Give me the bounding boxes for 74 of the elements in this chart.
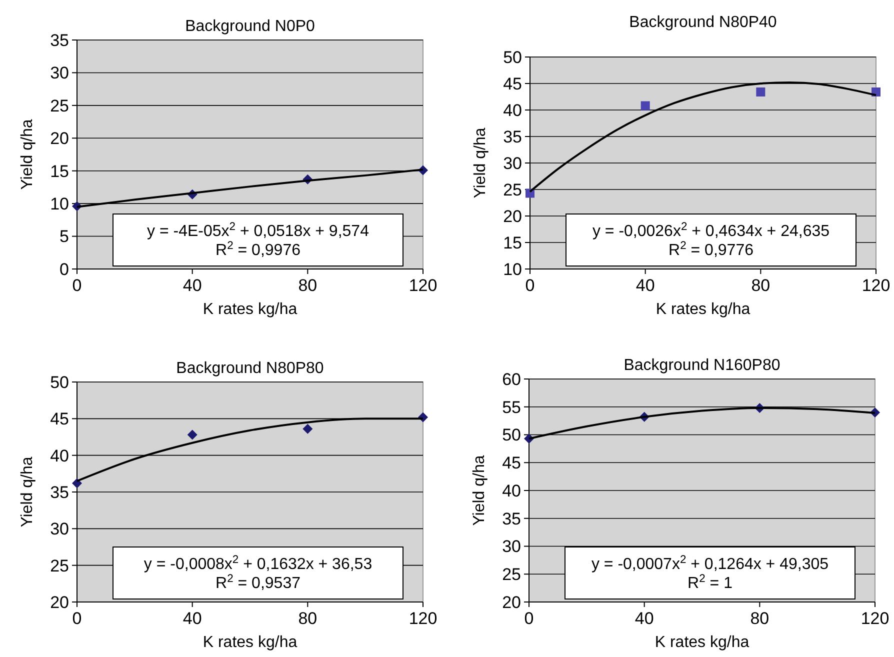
y-tick-label: 40	[503, 100, 522, 120]
y-axis-title: Yield q/ha	[471, 455, 488, 526]
annotation: y = -0,0007x$^{2}$ + 0,1264x + 49,305	[591, 554, 829, 573]
y-tick-label: 45	[503, 74, 522, 94]
x-tick-label: 80	[298, 609, 318, 628]
x-tick-label: 80	[750, 609, 770, 628]
y-tick-label: 30	[50, 520, 69, 539]
y-tick-label: 15	[503, 233, 522, 252]
annotation: R$^{2}$ = 0,9776	[668, 240, 754, 259]
x-tick-label: 40	[636, 276, 655, 295]
chart-title: Background N160P80	[624, 357, 780, 374]
x-tick-label: 0	[72, 609, 82, 628]
y-tick-label: 20	[502, 592, 521, 612]
x-tick-label: 80	[751, 276, 770, 295]
point	[187, 430, 198, 440]
y-tick-label: 30	[502, 537, 521, 556]
x-tick-label: 120	[860, 609, 890, 628]
y-tick-label: 30	[503, 154, 522, 173]
y-tick-label: 35	[503, 127, 522, 146]
y-tick-label: 50	[50, 372, 69, 392]
y-tick-label: 25	[503, 180, 522, 200]
annotation: R$^{2}$ = 0,9976	[216, 240, 301, 259]
x-tick-label: 0	[525, 276, 535, 295]
y-axis-title: Yield q/ha	[19, 119, 36, 190]
x-axis-title: K rates kg/ha	[654, 634, 750, 651]
y-tick-label: 20	[50, 592, 69, 612]
annotation: y = -0,0026x$^{2}$ + 0,4634x + 24,635	[592, 221, 830, 240]
y-tick-label: 40	[502, 481, 521, 500]
y-tick-label: 30	[50, 64, 69, 83]
y-tick-label: 10	[503, 260, 522, 279]
annotation: R$^{2}$ = 0,9537	[216, 573, 301, 592]
x-tick-label: 0	[524, 609, 534, 628]
chart-title: Background N80P40	[629, 14, 777, 31]
y-tick-label: 55	[502, 398, 521, 417]
chart-title: Background N0P0	[185, 18, 316, 35]
y-tick-label: 25	[50, 96, 69, 116]
x-tick-label: 120	[408, 609, 438, 628]
y-tick-label: 35	[50, 30, 69, 50]
y-tick-label: 15	[50, 162, 69, 181]
y-tick-label: 10	[50, 194, 69, 214]
annotation: y = -4E-05x$^{2}$ + 0,0518x + 9,574	[147, 221, 370, 240]
x-tick-label: 40	[634, 609, 654, 628]
y-axis-title: Yield q/ha	[472, 128, 489, 198]
x-tick-label: 40	[182, 609, 202, 628]
x-tick-label: 120	[862, 276, 890, 295]
y-axis-title: Yield q/ha	[19, 456, 36, 528]
y-tick-label: 40	[50, 446, 69, 466]
point	[72, 478, 82, 488]
y-tick-label: 20	[50, 129, 69, 148]
y-tick-label: 45	[50, 410, 69, 429]
x-tick-label: 120	[408, 276, 438, 295]
y-tick-label: 35	[50, 482, 69, 502]
y-tick-label: 25	[50, 556, 69, 576]
y-tick-label: 20	[503, 206, 522, 226]
x-tick-label: 80	[298, 276, 318, 295]
x-axis-title: K rates kg/ha	[202, 634, 298, 651]
y-tick-label: 5	[60, 227, 69, 246]
y-tick-label: 25	[502, 565, 521, 584]
y-tick-label: 0	[60, 260, 69, 279]
chart-title: Background N80P80	[176, 360, 324, 377]
y-tick-label: 50	[503, 48, 522, 67]
x-axis-title: K rates kg/ha	[202, 301, 298, 318]
annotation: y = -0,0008x$^{2}$ + 0,1632x + 36,53	[144, 554, 372, 573]
annotation: R$^{2}$ = 1	[688, 573, 733, 592]
point	[302, 424, 313, 434]
y-tick-label: 35	[502, 509, 521, 528]
y-tick-label: 45	[502, 454, 521, 473]
y-tick-label: 60	[502, 370, 521, 389]
x-tick-label: 0	[72, 276, 82, 295]
x-tick-label: 40	[182, 276, 202, 295]
x-axis-title: K rates kg/ha	[656, 301, 750, 318]
point	[640, 101, 650, 110]
y-tick-label: 50	[502, 426, 521, 445]
point	[756, 87, 766, 96]
